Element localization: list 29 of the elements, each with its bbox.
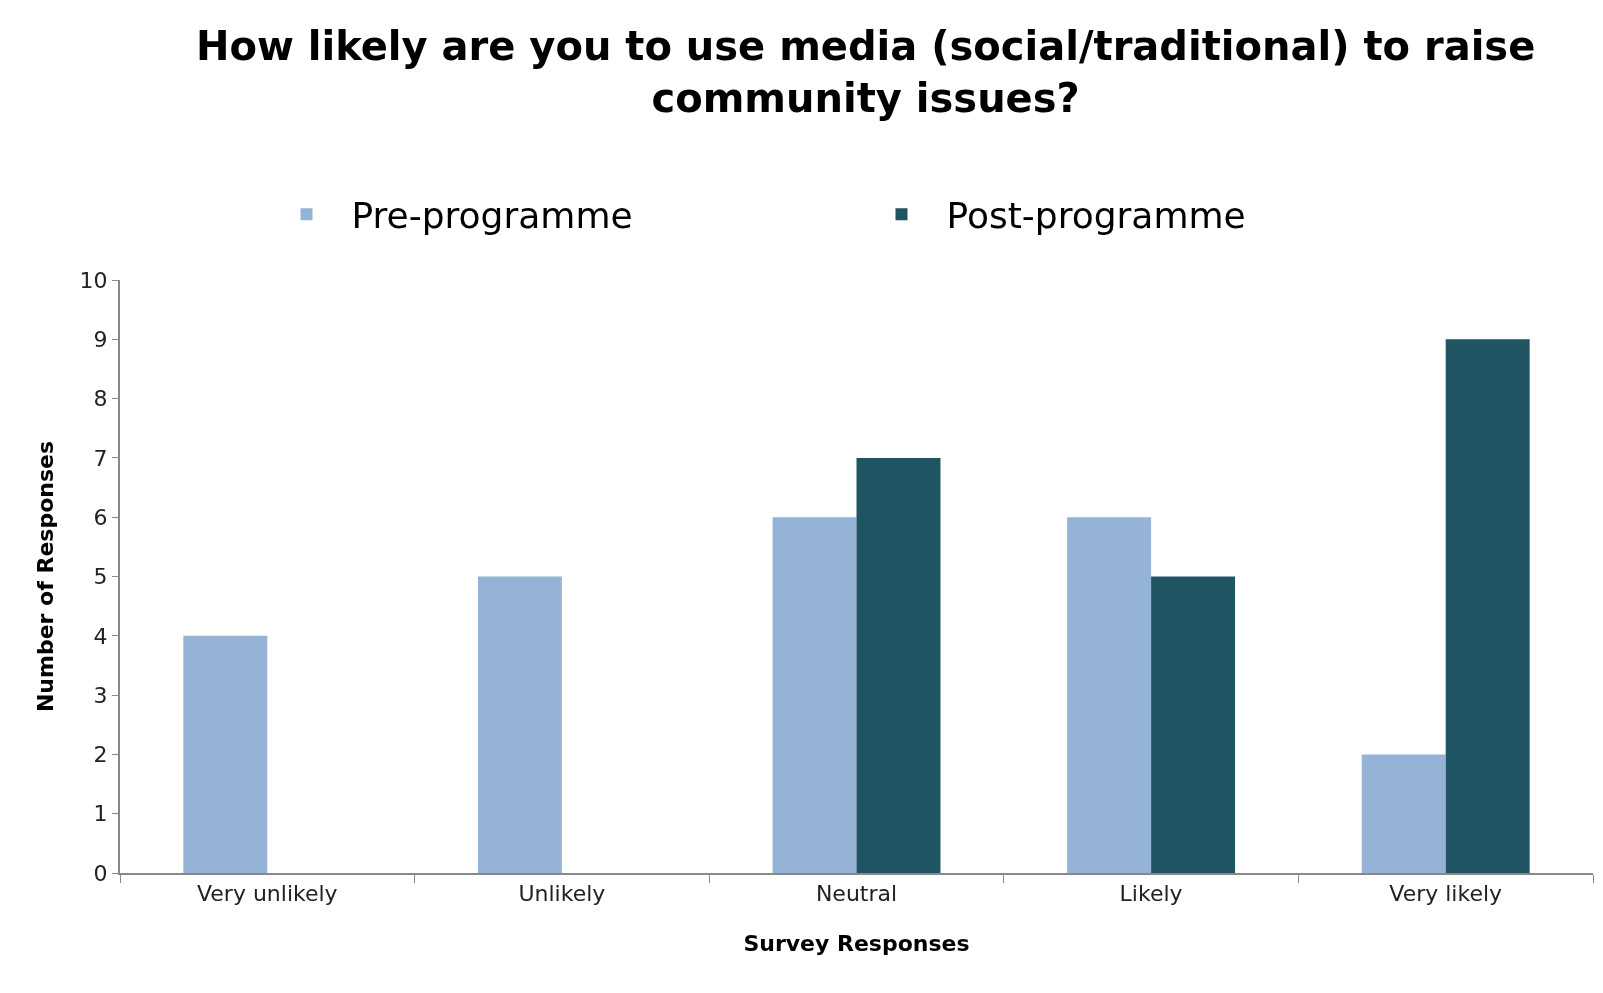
x-tick-label: Neutral [815, 881, 898, 907]
bar [856, 457, 941, 873]
bar [1445, 339, 1530, 873]
x-tick-label: Unlikely [518, 881, 606, 907]
legend-label: Post-programme [946, 195, 1246, 237]
x-tick-label: Very unlikely [196, 881, 338, 907]
y-tick-label: 10 [79, 267, 108, 293]
y-axis-title: Number of Responses [32, 440, 58, 713]
x-axis-title: Survey Responses [743, 930, 970, 956]
chart-title: How likely are you to use media (social/traditional) to raise community issues? [195, 22, 1536, 121]
x-tick-label: Very likely [1389, 881, 1503, 907]
y-tick-label: 9 [93, 327, 108, 352]
bar [1151, 576, 1236, 873]
y-tick-label: 7 [93, 445, 108, 471]
bar [772, 517, 857, 873]
bar [183, 635, 268, 873]
y-tick-label: 1 [93, 801, 108, 827]
y-tick-label: 2 [93, 742, 108, 768]
y-tick-label: 4 [93, 623, 108, 649]
y-tick-label: 3 [93, 682, 108, 708]
legend-label: Pre-programme [351, 195, 633, 237]
x-tick-label: Likely [1119, 881, 1183, 907]
y-tick-label: 6 [93, 504, 108, 530]
y-tick-label: 8 [93, 386, 108, 412]
y-tick-label: 0 [93, 860, 108, 886]
bar [1067, 517, 1152, 873]
bar [1361, 754, 1446, 873]
bar [477, 576, 562, 873]
y-tick-label: 5 [93, 564, 108, 590]
